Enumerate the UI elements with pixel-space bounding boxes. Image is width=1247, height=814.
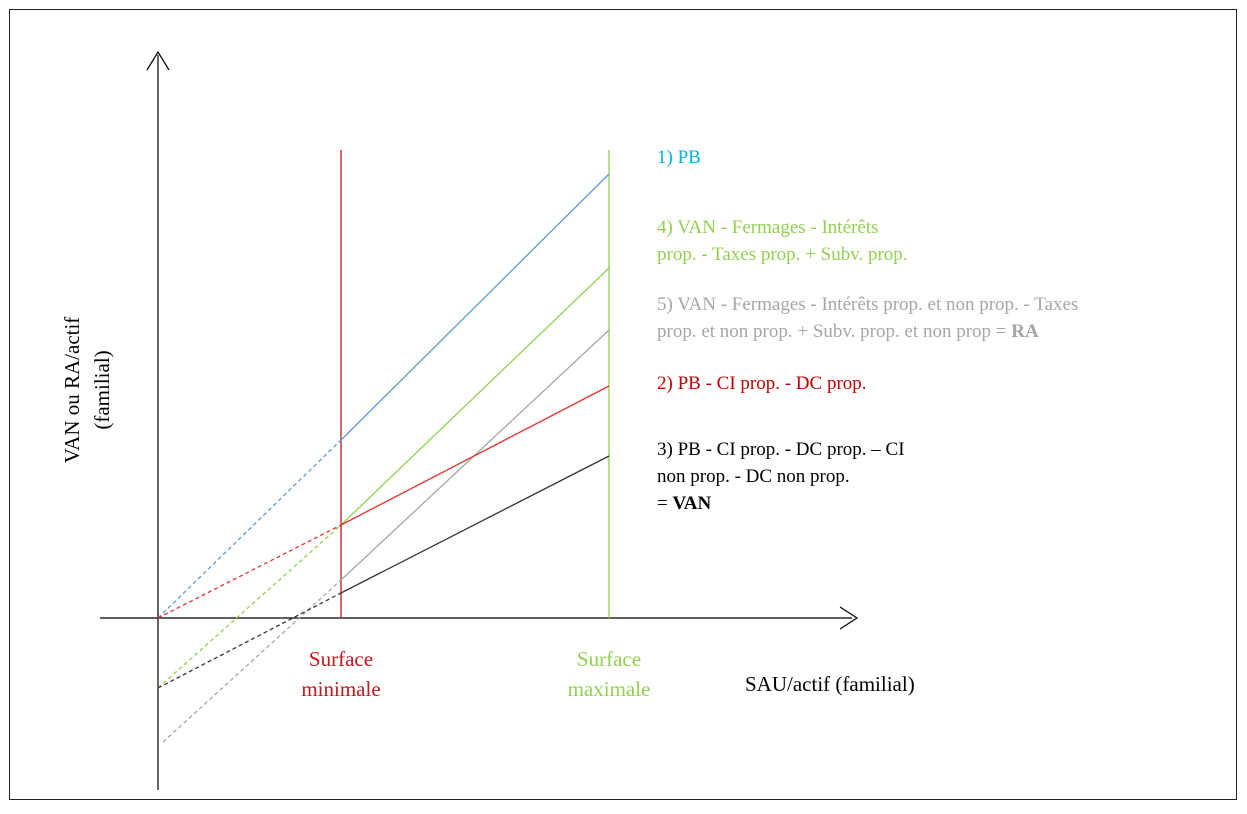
series-1-pb-dashed [157,439,342,619]
legend-text-segment: 1) PB [657,147,701,168]
legend-text-segment: non prop. - DC non prop. [657,466,850,487]
series-3-pb-ci-prop-dc-prop-ci--dashed [157,592,342,689]
surface-label-line: Surface [309,647,373,671]
legend-text-segment: 4) VAN - Fermages - Intérêts [657,217,878,238]
series-lines [157,173,610,743]
surface-label-line: Surface [577,647,641,671]
legend-label-2-pb-ci-prop-dc-prop: 2) PB - CI prop. - DC prop. [657,373,867,394]
x-axis-label: SAU/actif (familial) [745,672,915,696]
surface-label-line: minimale [301,677,380,701]
legend-label-5-van-fermages-interets-: 5) VAN - Fermages - Intérêts prop. et no… [657,294,1078,342]
series-5-van-fermages-interets--dashed [162,579,342,743]
series-legend: 1) PB 2) PB - CI prop. - DC prop. 3) PB - … [657,147,1078,514]
legend-text-segment: RA [1011,321,1039,342]
y-axis-label: VAN ou RA/actif (familial) [60,317,114,464]
legend-text-segment: 2) PB - CI prop. - DC prop. [657,373,867,394]
legend-label-3-pb-ci-prop-dc-prop-ci-: 3) PB - CI prop. - DC prop. – CI non prop… [657,439,905,514]
surface-minimale-label: Surface minimale [301,647,380,701]
surface-labels: Surface minimale Surface maximale [301,647,650,701]
y-axis-label-line: (familial) [90,350,114,429]
figure-border [9,9,1237,800]
axes [100,50,859,790]
surface-markers [340,150,610,618]
series-2-pb-ci-prop-dc-prop-dashed [157,524,342,619]
series-1-pb-solid [340,173,610,441]
series-4-van-fermages-interets--solid [340,267,610,526]
legend-text-segment: prop. et non prop. + Subv. prop. et non … [657,321,1011,342]
x-axis-arrowhead [839,606,859,630]
surface-label-line: maximale [568,677,651,701]
surface-maximale-label: Surface maximale [568,647,651,701]
y-axis-label-line: VAN ou RA/actif [60,317,84,464]
legend-text-segment: 3) PB - CI prop. - DC prop. – CI [657,439,905,460]
legend-text-segment: 5) VAN - Fermages - Intérêts prop. et no… [657,294,1078,315]
legend-label-4-van-fermages-interets-: 4) VAN - Fermages - Intérêts prop. - Taxe… [657,217,908,265]
series-2-pb-ci-prop-dc-prop-solid [340,385,610,526]
y-axis-arrowhead [146,50,170,71]
legend-text-segment: = [657,493,672,514]
legend-text-segment: VAN [672,493,711,514]
series-3-pb-ci-prop-dc-prop-ci--solid [340,455,610,594]
series-4-van-fermages-interets--dashed [157,524,342,689]
legend-label-1-pb: 1) PB [657,147,701,168]
legend-text-segment: prop. - Taxes prop. + Subv. prop. [657,244,908,265]
